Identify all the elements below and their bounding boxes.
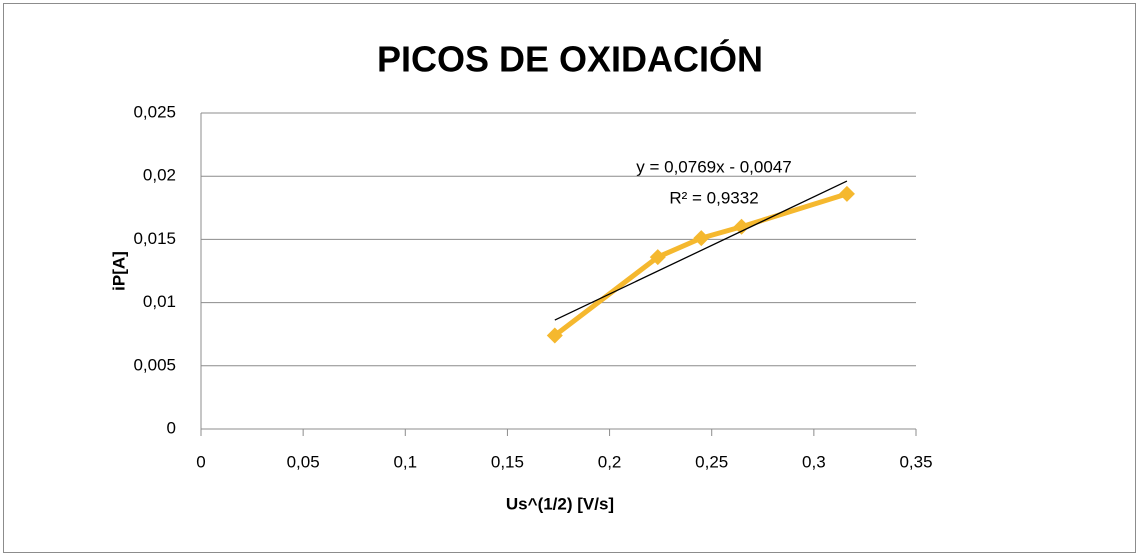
x-axis-label: Us^(1/2) [V/s]: [506, 494, 614, 513]
point-marker: [693, 230, 710, 247]
chart-title: PICOS DE OXIDACIÓN: [377, 38, 763, 80]
chart-frame: [3, 3, 1136, 553]
trendline-equation: y = 0,0769x - 0,0047: [636, 157, 791, 176]
x-tick-label: 0,1: [393, 452, 417, 471]
point-marker: [546, 327, 563, 344]
trendline: [554, 180, 848, 321]
x-tick-label: 0,25: [695, 452, 728, 471]
y-tick-label: 0,01: [143, 292, 176, 311]
y-axis-label: iP[A]: [109, 251, 128, 291]
point-marker: [733, 218, 750, 235]
x-tick-label: 0,35: [899, 452, 932, 471]
y-tick-label: 0,02: [143, 166, 176, 185]
trendline-r-squared: R² = 0,9332: [669, 188, 758, 207]
point-marker: [838, 185, 855, 202]
x-tick-label: 0: [196, 452, 205, 471]
y-tick-label: 0: [167, 418, 176, 437]
y-tick-label: 0,005: [133, 355, 176, 374]
y-tick-label: 0,015: [133, 229, 176, 248]
x-tick-label: 0,2: [598, 452, 622, 471]
x-tick-label: 0,15: [491, 452, 524, 471]
point-marker: [649, 249, 666, 266]
y-tick-label: 0,025: [133, 102, 176, 121]
x-tick-label: 0,05: [287, 452, 320, 471]
x-tick-label: 0,3: [802, 452, 826, 471]
